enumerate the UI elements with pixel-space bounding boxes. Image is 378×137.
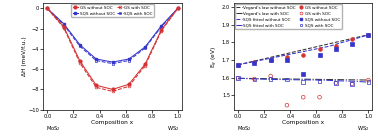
X-axis label: Composition x: Composition x [282, 120, 324, 125]
Point [300, 96, 306, 98]
Point [268, 59, 274, 61]
Point [366, 79, 372, 81]
Point [300, 81, 306, 83]
Point [333, 45, 339, 47]
Point [235, 77, 241, 79]
Point [349, 83, 355, 85]
Legend: Vegard's law without SOC, Vegard's law with SOC, SQS fitted without SOC, SQS fit: Vegard's law without SOC, Vegard's law w… [235, 4, 342, 29]
Point [251, 62, 257, 64]
Point [316, 81, 322, 83]
Y-axis label: E$_g$ (eV): E$_g$ (eV) [210, 45, 220, 68]
Point [284, 59, 290, 61]
Point [316, 48, 322, 51]
Point [268, 59, 274, 62]
Point [300, 73, 306, 75]
Point [366, 34, 372, 36]
Point [284, 104, 290, 106]
Point [366, 34, 372, 36]
Point [333, 48, 339, 51]
Point [235, 64, 241, 66]
Text: WS$_2$: WS$_2$ [357, 124, 370, 133]
Point [251, 78, 257, 80]
Point [366, 81, 372, 83]
Point [284, 56, 290, 58]
Y-axis label: ΔH (meV/f.u.): ΔH (meV/f.u.) [22, 37, 27, 76]
Point [333, 82, 339, 84]
Text: MoS$_2$: MoS$_2$ [237, 124, 252, 133]
Text: MoS$_2$: MoS$_2$ [46, 124, 61, 133]
Point [333, 82, 339, 84]
Point [268, 78, 274, 80]
Text: WS$_2$: WS$_2$ [167, 124, 179, 133]
Point [349, 43, 355, 45]
Point [284, 78, 290, 81]
Point [251, 78, 257, 81]
Point [349, 38, 355, 40]
Point [316, 54, 322, 56]
Point [235, 64, 241, 66]
Point [300, 54, 306, 56]
Point [235, 77, 241, 79]
Legend: GS without SOC, SQS without SOC, GS with SOC, SQS with SOC: GS without SOC, SQS without SOC, GS with… [71, 4, 154, 17]
X-axis label: Composition x: Composition x [91, 120, 133, 125]
Point [349, 83, 355, 85]
Point [251, 61, 257, 63]
Point [268, 75, 274, 77]
Point [316, 96, 322, 98]
